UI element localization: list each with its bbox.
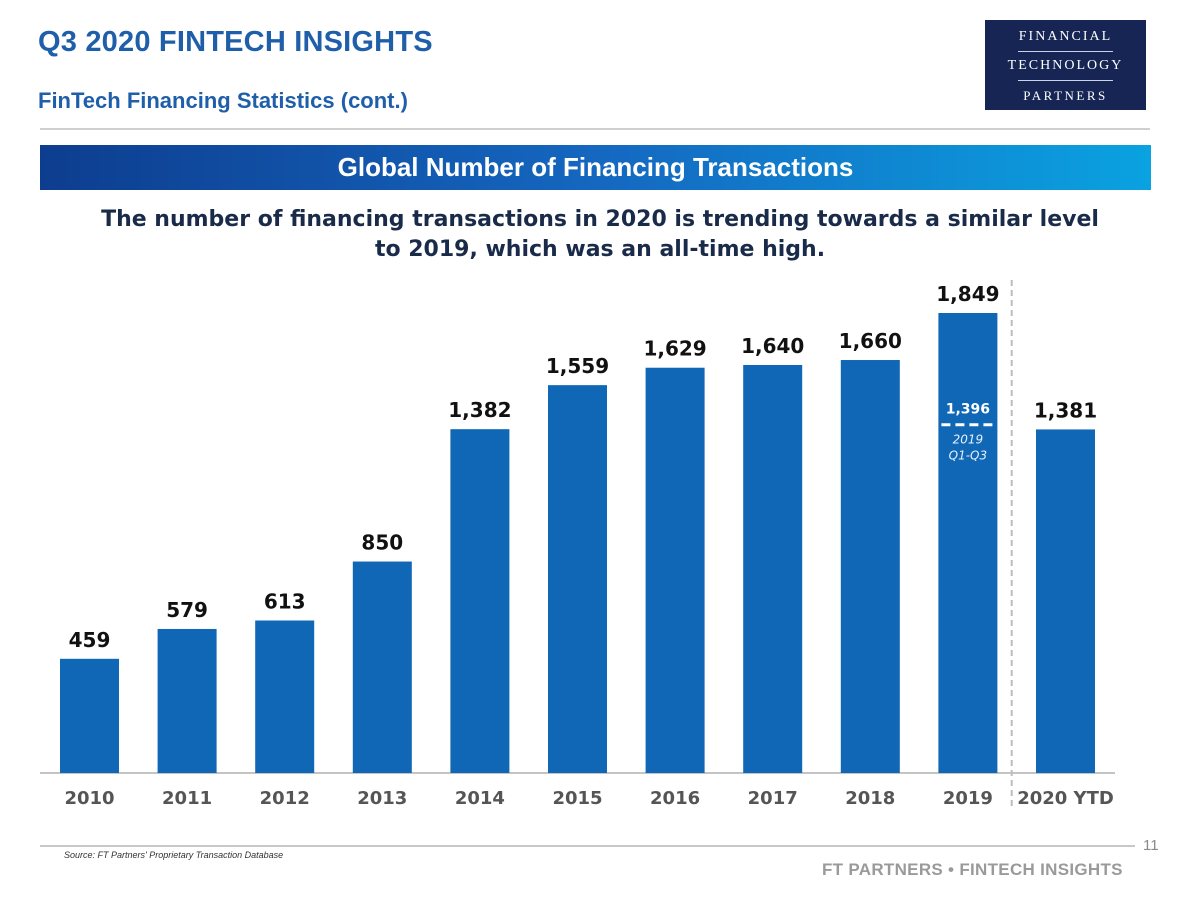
data-label: 1,629 [643,337,706,361]
logo-line-3: PARTNERS [1023,88,1108,103]
data-label: 1,849 [936,282,999,306]
data-label: 613 [264,589,306,613]
bar-2018 [840,360,900,773]
logo-rule-1 [1018,51,1113,52]
x-tick-label: 2010 [64,788,114,809]
x-tick-label: 2018 [845,788,895,809]
header-divider [40,128,1150,130]
logo-rule-2 [1018,80,1113,81]
x-tick-label: 2019 [943,788,993,809]
x-tick-label: 2017 [748,788,798,809]
x-tick-label: 2014 [455,788,505,809]
data-label: 1,640 [741,334,804,358]
bar-2010 [60,658,119,773]
footer-divider [40,845,1135,847]
source-note: Source: FT Partners' Proprietary Transac… [64,850,284,860]
bar-2019 [938,313,998,773]
annotation-label-year: 2019 [953,433,984,447]
bar-2013 [352,561,412,773]
data-label: 579 [166,598,208,622]
annotation-label-period: Q1-Q3 [949,449,988,463]
x-tick-label: 2016 [650,788,700,809]
bar-2017 [743,364,803,773]
x-tick-label: 2015 [552,788,602,809]
bar-2016 [645,367,705,773]
bar-2015 [548,385,607,773]
bar-2014 [450,429,510,773]
bar-2012 [255,620,315,773]
bar-2020-ytd [1036,429,1095,773]
data-label: 1,660 [839,329,902,353]
x-tick-label: 2020 YTD [1017,788,1114,809]
page-subtitle: FinTech Financing Statistics (cont.) [38,88,408,113]
x-tick-label: 2011 [162,788,212,809]
x-tick-label: 2013 [357,788,407,809]
logo-line-1: FINANCIAL [1018,29,1113,44]
page-title: Q3 2020 FINTECH INSIGHTS [38,26,433,58]
bar-2011 [157,628,217,773]
data-label: 850 [361,531,403,555]
chart-title-banner: Global Number of Financing Transactions [40,145,1151,190]
logo-line-2: TECHNOLOGY [1007,58,1124,73]
chart-title: Global Number of Financing Transactions [337,152,854,182]
data-label: 1,559 [546,354,609,378]
ft-partners-logo: FINANCIAL TECHNOLOGY PARTNERS [985,20,1146,110]
data-label: 459 [69,628,111,652]
chart-caption: The number of financing transactions in … [101,207,1099,262]
footer-brand: FT PARTNERS • FINTECH INSIGHTS [822,860,1123,879]
annotation-value: 1,396 [946,402,990,418]
page-number: 11 [1143,837,1159,854]
data-label: 1,382 [448,398,511,422]
data-label: 1,381 [1034,398,1097,422]
x-tick-label: 2012 [260,788,310,809]
